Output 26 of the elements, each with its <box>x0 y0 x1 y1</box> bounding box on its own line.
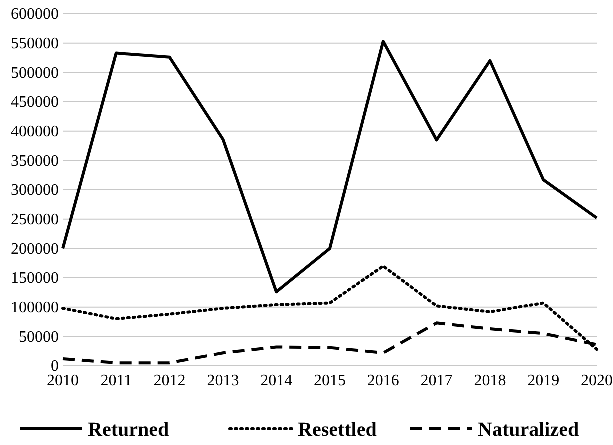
y-tick-label: 450000 <box>11 94 59 112</box>
y-tick-label: 550000 <box>11 35 59 52</box>
y-tick-label: 400000 <box>11 123 59 140</box>
x-tick-label: 2014 <box>260 372 293 390</box>
legend-label: Resettled <box>298 419 377 441</box>
x-tick-label: 2015 <box>314 372 346 390</box>
x-tick-label: 2011 <box>100 372 132 390</box>
x-tick-label: 2018 <box>474 372 506 390</box>
y-tick-label: 500000 <box>11 64 59 82</box>
x-tick-label: 2013 <box>207 372 240 390</box>
y-tick-label: 250000 <box>11 211 59 228</box>
y-tick-label: 100000 <box>11 299 59 316</box>
x-tick-label: 2017 <box>420 372 453 390</box>
legend-label: Returned <box>88 419 170 441</box>
x-tick-label: 2012 <box>154 372 186 390</box>
y-tick-label: 50000 <box>19 328 59 346</box>
y-tick-label: 200000 <box>11 240 59 258</box>
y-tick-label: 150000 <box>11 270 59 288</box>
y-tick-label: 300000 <box>11 182 59 200</box>
y-tick-label: 600000 <box>11 6 59 24</box>
y-tick-label: 350000 <box>11 152 59 170</box>
x-tick-label: 2019 <box>528 372 560 390</box>
x-tick-label: 2020 <box>581 372 613 390</box>
x-tick-label: 2016 <box>367 372 400 390</box>
line-series <box>62 40 598 294</box>
legend-label: Naturalized <box>478 419 580 441</box>
